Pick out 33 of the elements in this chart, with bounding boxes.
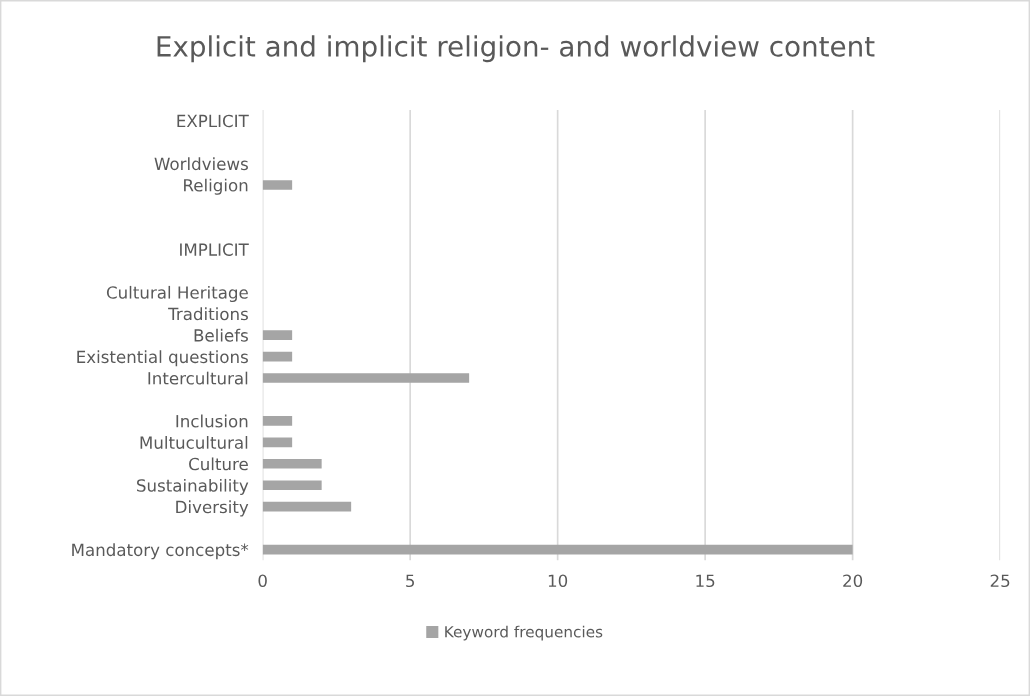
x-tick-label: 15 xyxy=(696,574,715,588)
bar xyxy=(262,501,352,512)
legend-label: Keyword frequencies xyxy=(445,625,603,641)
y-tick-label: Multucultural xyxy=(140,436,248,449)
y-tick-label: Diversity xyxy=(176,500,249,517)
y-tick-label: IMPLICIT xyxy=(180,243,249,256)
bar xyxy=(262,351,293,362)
chart-title: Explicit and implicit religion- and worldview content xyxy=(157,35,875,63)
bar xyxy=(262,544,853,555)
bar xyxy=(262,480,322,491)
y-tick-label: Mandatory concepts* xyxy=(72,543,249,560)
bar xyxy=(262,373,470,383)
y-tick-label: Religion xyxy=(184,178,248,195)
x-tick-label: 20 xyxy=(843,574,863,588)
bar xyxy=(262,437,293,448)
x-tick-label: 0 xyxy=(258,574,267,588)
y-tick-label: Traditions xyxy=(168,307,248,321)
y-tick-label: Inclusion xyxy=(176,414,248,428)
y-tick-label: EXPLICIT xyxy=(177,114,249,128)
y-tick-label: Beliefs xyxy=(194,328,248,342)
bar xyxy=(262,458,322,469)
bar xyxy=(262,330,293,340)
x-tick-label: 25 xyxy=(990,574,1010,588)
y-tick-label: Existential questions xyxy=(77,350,248,367)
x-tick-label: 10 xyxy=(548,574,568,588)
bar xyxy=(262,180,293,190)
y-tick-label: Worldviews xyxy=(154,157,248,171)
y-tick-label: Culture xyxy=(189,457,248,471)
bar xyxy=(262,416,293,426)
y-tick-label: Sustainability xyxy=(137,478,249,496)
x-tick-label: 5 xyxy=(406,574,414,588)
y-tick-label: Intercultural xyxy=(148,371,248,385)
y-tick-label: Cultural Heritage xyxy=(106,285,248,303)
